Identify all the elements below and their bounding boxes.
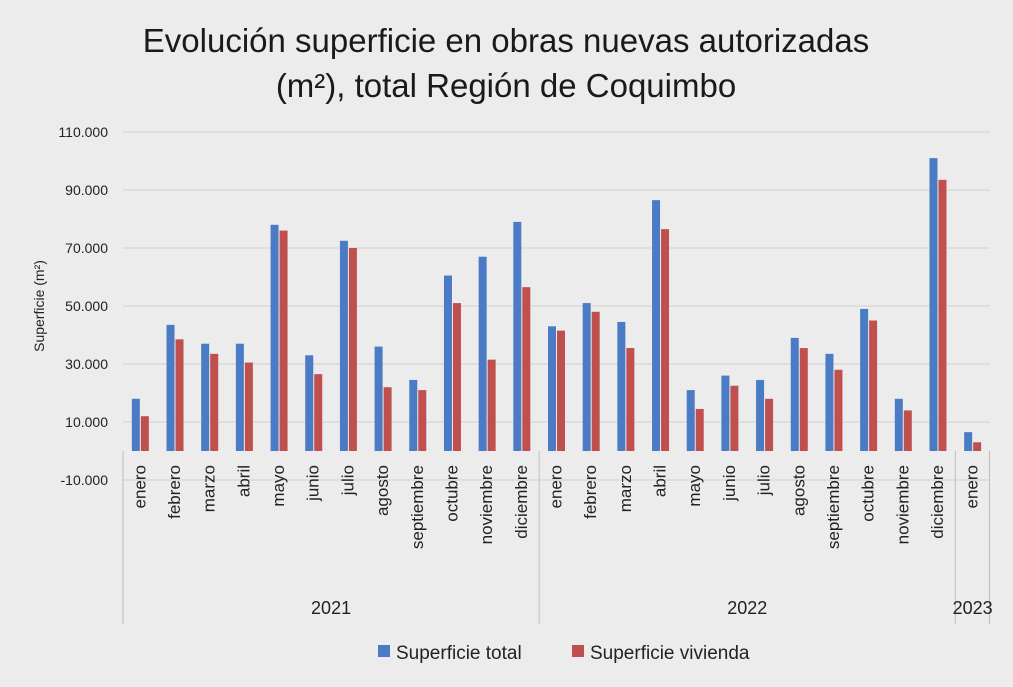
x-year-label: 2022 <box>727 598 767 618</box>
bar-superficie-total <box>686 390 695 451</box>
bar-superficie-vivienda <box>383 387 392 451</box>
legend: Superficie total Superficie vivienda <box>378 643 750 664</box>
bar-superficie-total <box>756 379 765 451</box>
x-category-label: noviembre <box>893 465 912 544</box>
bar-superficie-vivienda <box>626 348 635 451</box>
x-category-label: septiembre <box>408 465 427 549</box>
x-category-label: agosto <box>373 465 392 516</box>
bar-superficie-vivienda <box>834 369 843 451</box>
legend-swatch-total <box>378 645 390 657</box>
bar-superficie-vivienda <box>973 442 982 451</box>
x-category-label: enero <box>547 465 566 508</box>
y-axis-ticks: 110.000 90.000 70.000 50.000 30.000 10.000 -10… <box>58 124 108 488</box>
bar-superficie-vivienda <box>730 385 739 451</box>
x-year-label: 2021 <box>311 598 351 618</box>
x-category-label: abril <box>234 465 253 497</box>
bar-superficie-total <box>860 308 869 451</box>
bar-superficie-total <box>721 375 730 451</box>
bar-superficie-total <box>443 275 452 451</box>
bar-superficie-total <box>270 224 279 451</box>
legend-swatch-vivienda <box>572 645 584 657</box>
x-category-label: octubre <box>859 465 878 522</box>
bar-superficie-total <box>339 240 348 451</box>
x-category-label: febrero <box>165 465 184 519</box>
bar-superficie-total <box>305 355 314 451</box>
bar-superficie-total <box>201 343 210 451</box>
bar-superficie-total <box>617 321 626 451</box>
bar-superficie-vivienda <box>210 353 219 451</box>
bar-superficie-vivienda <box>244 362 253 451</box>
bar-superficie-vivienda <box>903 410 912 451</box>
bar-superficie-vivienda <box>938 179 947 451</box>
x-category-label: septiembre <box>824 465 843 549</box>
x-category-label: julio <box>755 465 774 496</box>
x-axis-year-groups: 2021 2022 2023 <box>122 451 993 624</box>
y-tick-label: -10.000 <box>61 472 109 488</box>
bar-superficie-total <box>894 398 903 451</box>
x-category-label: marzo <box>200 465 219 512</box>
y-axis-label: Superficie (m²) <box>31 260 47 352</box>
bar-superficie-total <box>825 353 834 451</box>
bar-superficie-total <box>166 324 175 451</box>
y-tick-label: 70.000 <box>65 240 108 256</box>
x-year-label: 2023 <box>953 598 993 618</box>
bar-superficie-vivienda <box>279 230 288 451</box>
chart-title-line-2: (m²), total Región de Coquimbo <box>276 67 736 104</box>
x-category-label: febrero <box>581 465 600 519</box>
gridlines <box>123 131 990 481</box>
x-category-label: marzo <box>616 465 635 512</box>
bar-superficie-vivienda <box>869 320 878 451</box>
legend-label-vivienda: Superficie vivienda <box>590 643 750 664</box>
bar-superficie-total <box>582 303 591 451</box>
bar-superficie-total <box>131 398 140 451</box>
bar-superficie-vivienda <box>695 408 704 451</box>
bar-superficie-total <box>929 158 938 451</box>
bar-superficie-vivienda <box>452 303 461 451</box>
bar-superficie-vivienda <box>418 390 427 451</box>
bar-superficie-total <box>513 221 522 451</box>
bar-superficie-vivienda <box>661 229 670 451</box>
bar-superficie-vivienda <box>799 348 808 451</box>
bar-superficie-total <box>235 343 244 451</box>
bar-superficie-total <box>478 256 487 451</box>
bar-superficie-total <box>548 326 556 451</box>
chart-title-line-1: Evolución superficie en obras nuevas aut… <box>143 22 869 59</box>
x-category-label: enero <box>130 465 149 508</box>
bar-superficie-vivienda <box>314 374 323 451</box>
x-category-label: octubre <box>442 465 461 522</box>
y-tick-label: 30.000 <box>65 356 108 372</box>
y-tick-label: 10.000 <box>65 414 108 430</box>
y-tick-label: 50.000 <box>65 298 108 314</box>
bars <box>131 158 982 451</box>
y-tick-label: 90.000 <box>65 182 108 198</box>
x-category-label: mayo <box>685 465 704 507</box>
bar-superficie-total <box>964 432 973 451</box>
x-category-label: junio <box>304 465 323 502</box>
x-category-label: diciembre <box>928 465 947 539</box>
legend-label-total: Superficie total <box>396 643 522 664</box>
x-axis-categories: enero febrero marzo abril mayo junio julio agos… <box>130 465 981 549</box>
bar-superficie-vivienda <box>487 359 496 451</box>
x-category-label: noviembre <box>477 465 496 544</box>
x-category-label: agosto <box>789 465 808 516</box>
bar-superficie-vivienda <box>175 339 184 451</box>
x-category-label: enero <box>963 465 982 508</box>
bar-superficie-vivienda <box>140 416 149 451</box>
bar-superficie-vivienda <box>522 287 531 451</box>
x-category-label: junio <box>720 465 739 502</box>
x-category-label: mayo <box>269 465 288 507</box>
bar-superficie-vivienda <box>557 330 565 451</box>
bar-superficie-total <box>652 200 661 451</box>
bar-superficie-total <box>409 379 418 451</box>
bar-superficie-total <box>790 337 799 451</box>
bar-superficie-total <box>374 346 383 451</box>
x-category-label: abril <box>651 465 670 497</box>
bar-superficie-vivienda <box>765 398 774 451</box>
bar-superficie-vivienda <box>348 248 357 451</box>
y-tick-label: 110.000 <box>58 124 108 140</box>
x-category-label: julio <box>338 465 357 496</box>
bar-superficie-vivienda <box>591 311 600 451</box>
x-category-label: diciembre <box>512 465 531 539</box>
